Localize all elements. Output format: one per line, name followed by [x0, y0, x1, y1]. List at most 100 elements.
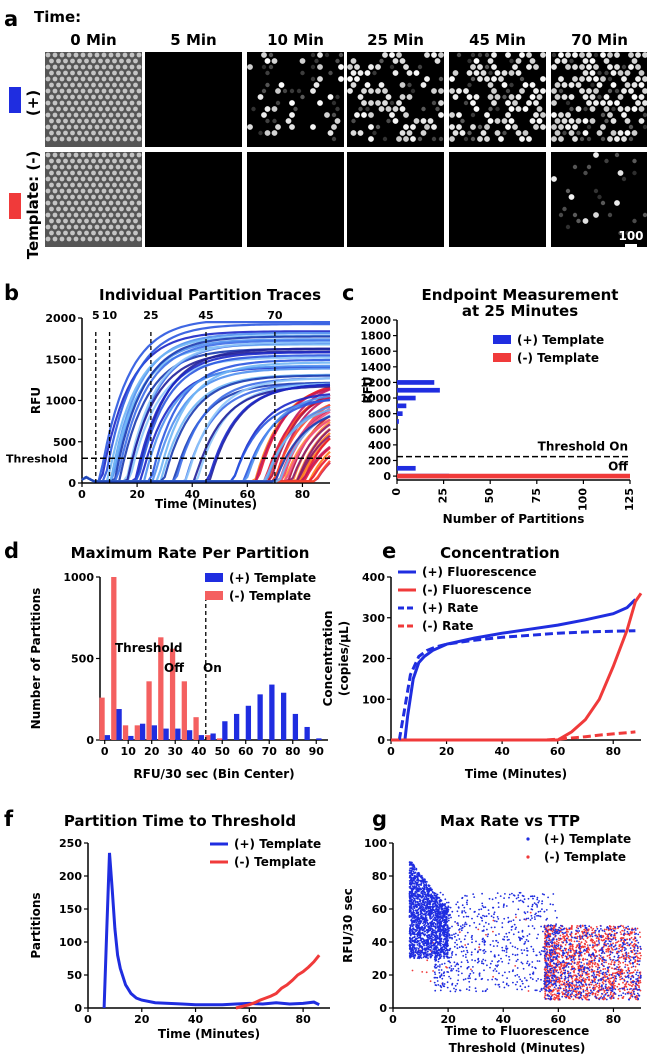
scatter-point	[498, 933, 500, 935]
scatter-point	[416, 881, 419, 884]
partition-dot	[108, 100, 114, 106]
bright-partition	[368, 88, 374, 94]
scatter-point	[582, 938, 585, 941]
x-axis-label: Number of Partitions	[443, 512, 585, 526]
scatter-point	[426, 886, 429, 889]
scatter-point	[470, 968, 472, 971]
scatter-point	[440, 917, 442, 919]
scatter-point	[420, 957, 423, 959]
scatter-point	[604, 968, 607, 970]
scatter-point	[636, 927, 639, 930]
scatter-point	[512, 919, 515, 921]
x-tick-label: 0	[387, 745, 395, 758]
partition-dot	[49, 58, 54, 64]
scatter-point	[463, 910, 466, 912]
tile-background	[145, 52, 242, 147]
partition-dot	[126, 170, 131, 176]
bright-partition	[551, 136, 557, 142]
scatter-point	[436, 976, 439, 979]
scatter-point	[446, 981, 449, 984]
scatter-point	[430, 893, 433, 896]
scatter-point	[592, 931, 595, 934]
scatter-point	[544, 969, 547, 972]
scatter-point	[541, 893, 544, 895]
scatter-point	[609, 977, 611, 980]
scatter-point	[457, 979, 459, 982]
scatter-point	[455, 939, 458, 941]
partition-dot	[66, 100, 72, 106]
scatter-point	[481, 990, 484, 993]
scatter-point	[416, 873, 418, 876]
scatter-point	[640, 954, 642, 957]
scatter-point	[596, 994, 599, 996]
scatter-point	[583, 928, 586, 931]
dim-partition	[470, 112, 476, 118]
scatter-point	[415, 876, 418, 878]
scatter-point	[418, 883, 421, 886]
scatter-point	[606, 987, 609, 990]
scatter-point	[445, 944, 447, 947]
scatter-point	[449, 936, 452, 939]
partition-dot	[49, 70, 54, 76]
scatter-point	[477, 913, 480, 915]
scatter-point	[424, 881, 427, 884]
bright-partition	[621, 112, 627, 118]
x-tick-label: 40	[188, 1013, 204, 1026]
scatter-point	[414, 940, 417, 943]
partition-dot	[119, 206, 124, 212]
scatter-point	[580, 954, 583, 956]
partition-dot	[80, 152, 86, 158]
chart-f-title: Partition Time to Threshold	[64, 812, 296, 830]
scatter-point	[608, 932, 611, 935]
scatter-point	[503, 897, 505, 899]
scatter-point	[425, 888, 427, 890]
scatter-point	[545, 960, 548, 962]
scatter-point	[483, 952, 486, 954]
scatter-point	[413, 911, 415, 914]
bar-plus	[186, 730, 193, 740]
bright-partition	[505, 112, 511, 118]
scatter-point	[558, 939, 560, 942]
scatter-point	[598, 954, 601, 956]
scatter-point	[572, 988, 575, 991]
time-label-0: 0 Min	[70, 31, 116, 49]
scatter-point	[558, 981, 561, 984]
scatter-point	[629, 984, 631, 987]
x-tick-label: 80	[285, 745, 301, 758]
scatter-point	[419, 956, 422, 959]
dim-partition	[407, 82, 412, 88]
partition-dot	[77, 230, 82, 236]
x-tick-label: 10	[121, 745, 137, 758]
scatter-point	[421, 937, 424, 940]
partition-dot	[45, 112, 51, 118]
scatter-point	[595, 937, 598, 939]
scatter-point	[548, 937, 551, 940]
scatter-point	[526, 950, 529, 952]
dim-partition	[502, 130, 507, 136]
dim-partition	[331, 136, 337, 142]
dim-partition	[611, 106, 616, 112]
scatter-point	[472, 972, 475, 974]
scatter-point	[433, 916, 436, 919]
bright-partition	[403, 124, 409, 130]
scatter-point	[428, 953, 431, 955]
y-tick-label: 0	[379, 1002, 387, 1015]
bright-partition	[385, 94, 392, 100]
dim-partition	[488, 106, 493, 112]
scatter-point	[514, 954, 517, 957]
bright-partition	[603, 106, 610, 112]
y-tick-label: 100	[364, 837, 387, 850]
scatter-point	[452, 968, 455, 970]
partition-dot	[133, 230, 138, 236]
bright-partition	[579, 52, 585, 58]
partition-dot	[136, 100, 142, 106]
scatter-point	[503, 935, 506, 938]
scatter-point	[443, 934, 446, 936]
scatter-point	[618, 966, 620, 969]
x-tick-label: 125	[623, 488, 636, 511]
dim-partition	[628, 124, 634, 130]
partition-dot	[115, 212, 121, 218]
bright-partition	[582, 94, 589, 100]
scatter-point	[411, 881, 413, 883]
scatter-point	[418, 872, 421, 874]
